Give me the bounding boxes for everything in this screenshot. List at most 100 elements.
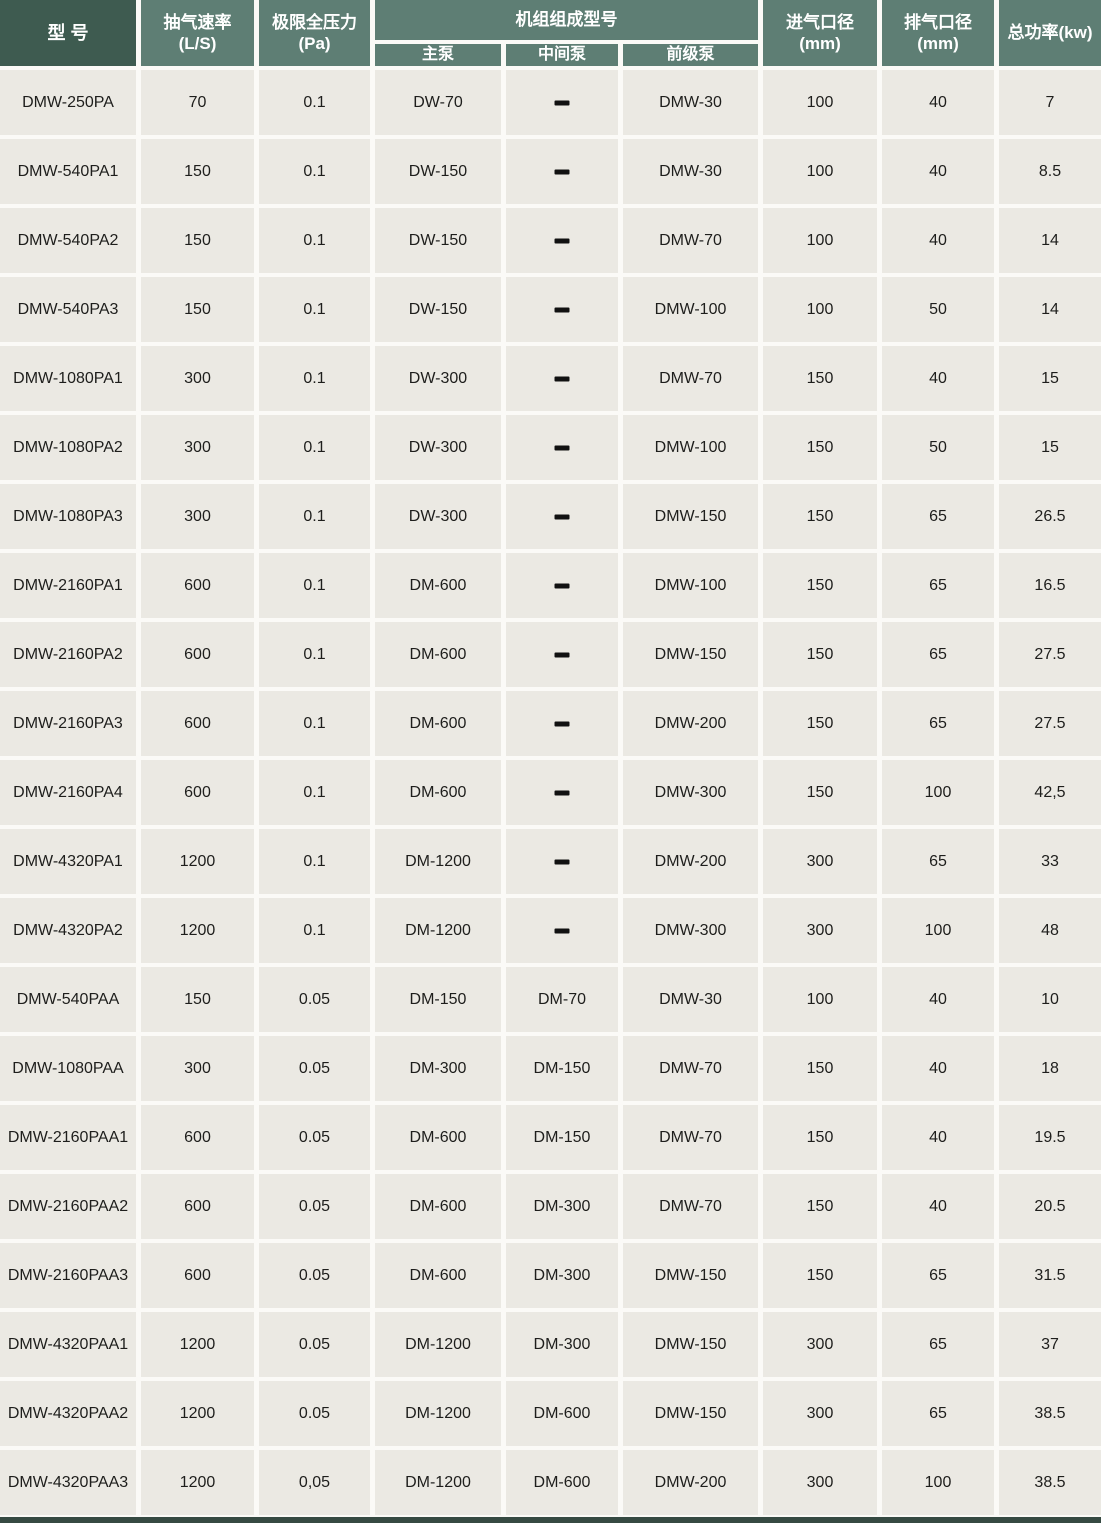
value-cell: DM-600 [375, 1243, 501, 1308]
model-cell: DMW-4320PA2 [0, 898, 136, 963]
table-row: DMW-540PAA 150 0.05 DM-150 DM-70 DMW-30 100 40 1… [0, 967, 1101, 1032]
value-cell: 0.1 [259, 760, 370, 825]
value-cell: 0.1 [259, 691, 370, 756]
value-cell: 20.5 [999, 1174, 1101, 1239]
value-cell: 0,05 [259, 1450, 370, 1515]
value-cell: 0.1 [259, 208, 370, 273]
value-cell: 150 [141, 139, 254, 204]
value-cell: 100 [763, 967, 877, 1032]
value-cell: 300 [763, 829, 877, 894]
value-cell: 48 [999, 898, 1101, 963]
value-cell: DW-150 [375, 277, 501, 342]
value-cell: DM-600 [506, 1381, 618, 1446]
value-cell: 0.05 [259, 1036, 370, 1101]
value-cell: DMW-100 [623, 277, 758, 342]
model-cell: DMW-2160PAA2 [0, 1174, 136, 1239]
value-cell: 150 [763, 346, 877, 411]
value-cell: 600 [141, 1105, 254, 1170]
value-cell: DM-70 [506, 967, 618, 1032]
col-header-outlet-diameter: 排气口径 (mm) [882, 0, 994, 66]
value-cell: 27.5 [999, 691, 1101, 756]
value-cell: 14 [999, 208, 1101, 273]
value-cell: 600 [141, 691, 254, 756]
value-cell: 40 [882, 70, 994, 135]
value-cell: - [506, 829, 618, 894]
value-cell: DMW-30 [623, 70, 758, 135]
value-cell: 40 [882, 1105, 994, 1170]
value-cell: DM-300 [506, 1312, 618, 1377]
value-cell: 150 [763, 415, 877, 480]
model-cell: DMW-4320PAA1 [0, 1312, 136, 1377]
value-cell: 15 [999, 415, 1101, 480]
value-cell: 14 [999, 277, 1101, 342]
value-cell: DM-150 [506, 1105, 618, 1170]
value-cell: 37 [999, 1312, 1101, 1377]
value-cell: DM-1200 [375, 829, 501, 894]
header-row-sub: 主泵 中间泵 前级泵 [0, 44, 1101, 66]
value-cell: DM-600 [506, 1450, 618, 1515]
table-row: DMW-2160PAA1 600 0.05 DM-600 DM-150 DMW-70 150… [0, 1105, 1101, 1170]
value-cell: 0.1 [259, 139, 370, 204]
value-cell: 300 [141, 1036, 254, 1101]
value-cell: 65 [882, 484, 994, 549]
model-cell: DMW-1080PA1 [0, 346, 136, 411]
value-cell: - [506, 415, 618, 480]
model-cell: DMW-250PA [0, 70, 136, 135]
table-row: DMW-2160PAA3 600 0.05 DM-600 DM-300 DMW-150 15… [0, 1243, 1101, 1308]
value-cell: - [506, 898, 618, 963]
value-cell: 0.05 [259, 1105, 370, 1170]
value-cell: 40 [882, 346, 994, 411]
value-cell: DM-600 [375, 1105, 501, 1170]
value-cell: 18 [999, 1036, 1101, 1101]
value-cell: 150 [763, 553, 877, 618]
value-cell: 50 [882, 277, 994, 342]
value-cell: 0.05 [259, 1174, 370, 1239]
value-cell: - [506, 208, 618, 273]
value-cell: 65 [882, 1312, 994, 1377]
value-cell: 100 [882, 898, 994, 963]
value-cell: 300 [141, 346, 254, 411]
model-cell: DMW-1080PAA [0, 1036, 136, 1101]
table-row: DMW-4320PAA2 1200 0.05 DM-1200 DM-600 DMW-150… [0, 1381, 1101, 1446]
value-cell: 300 [141, 415, 254, 480]
value-cell: 0.1 [259, 70, 370, 135]
value-cell: DM-600 [375, 760, 501, 825]
value-cell: 0.1 [259, 484, 370, 549]
value-cell: - [506, 760, 618, 825]
value-cell: 150 [141, 208, 254, 273]
value-cell: 0.05 [259, 1243, 370, 1308]
value-cell: - [506, 622, 618, 687]
value-cell: DMW-200 [623, 829, 758, 894]
table-header: 型 号 抽气速率 (L/S) 极限全压力 (Pa) 机组组成型号 进气口径 (m… [0, 0, 1101, 66]
value-cell: 1200 [141, 829, 254, 894]
value-cell: 7 [999, 70, 1101, 135]
value-cell: 10 [999, 967, 1101, 1032]
model-cell: DMW-540PA1 [0, 139, 136, 204]
value-cell: 300 [763, 1312, 877, 1377]
value-cell: 26.5 [999, 484, 1101, 549]
table-row: DMW-1080PAA 300 0.05 DM-300 DM-150 DMW-70 150 4… [0, 1036, 1101, 1101]
value-cell: DMW-150 [623, 622, 758, 687]
value-cell: 70 [141, 70, 254, 135]
value-cell: 600 [141, 760, 254, 825]
value-cell: 0.05 [259, 967, 370, 1032]
value-cell: DMW-150 [623, 484, 758, 549]
value-cell: 40 [882, 1036, 994, 1101]
model-cell: DMW-4320PA1 [0, 829, 136, 894]
value-cell: DMW-300 [623, 760, 758, 825]
value-cell: 0.1 [259, 346, 370, 411]
value-cell: 1200 [141, 898, 254, 963]
value-cell: 100 [763, 70, 877, 135]
value-cell: - [506, 139, 618, 204]
model-cell: DMW-540PA3 [0, 277, 136, 342]
value-cell: 1200 [141, 1312, 254, 1377]
value-cell: 27.5 [999, 622, 1101, 687]
value-cell: 40 [882, 967, 994, 1032]
model-cell: DMW-2160PAA1 [0, 1105, 136, 1170]
value-cell: DM-150 [506, 1036, 618, 1101]
value-cell: 300 [763, 1450, 877, 1515]
